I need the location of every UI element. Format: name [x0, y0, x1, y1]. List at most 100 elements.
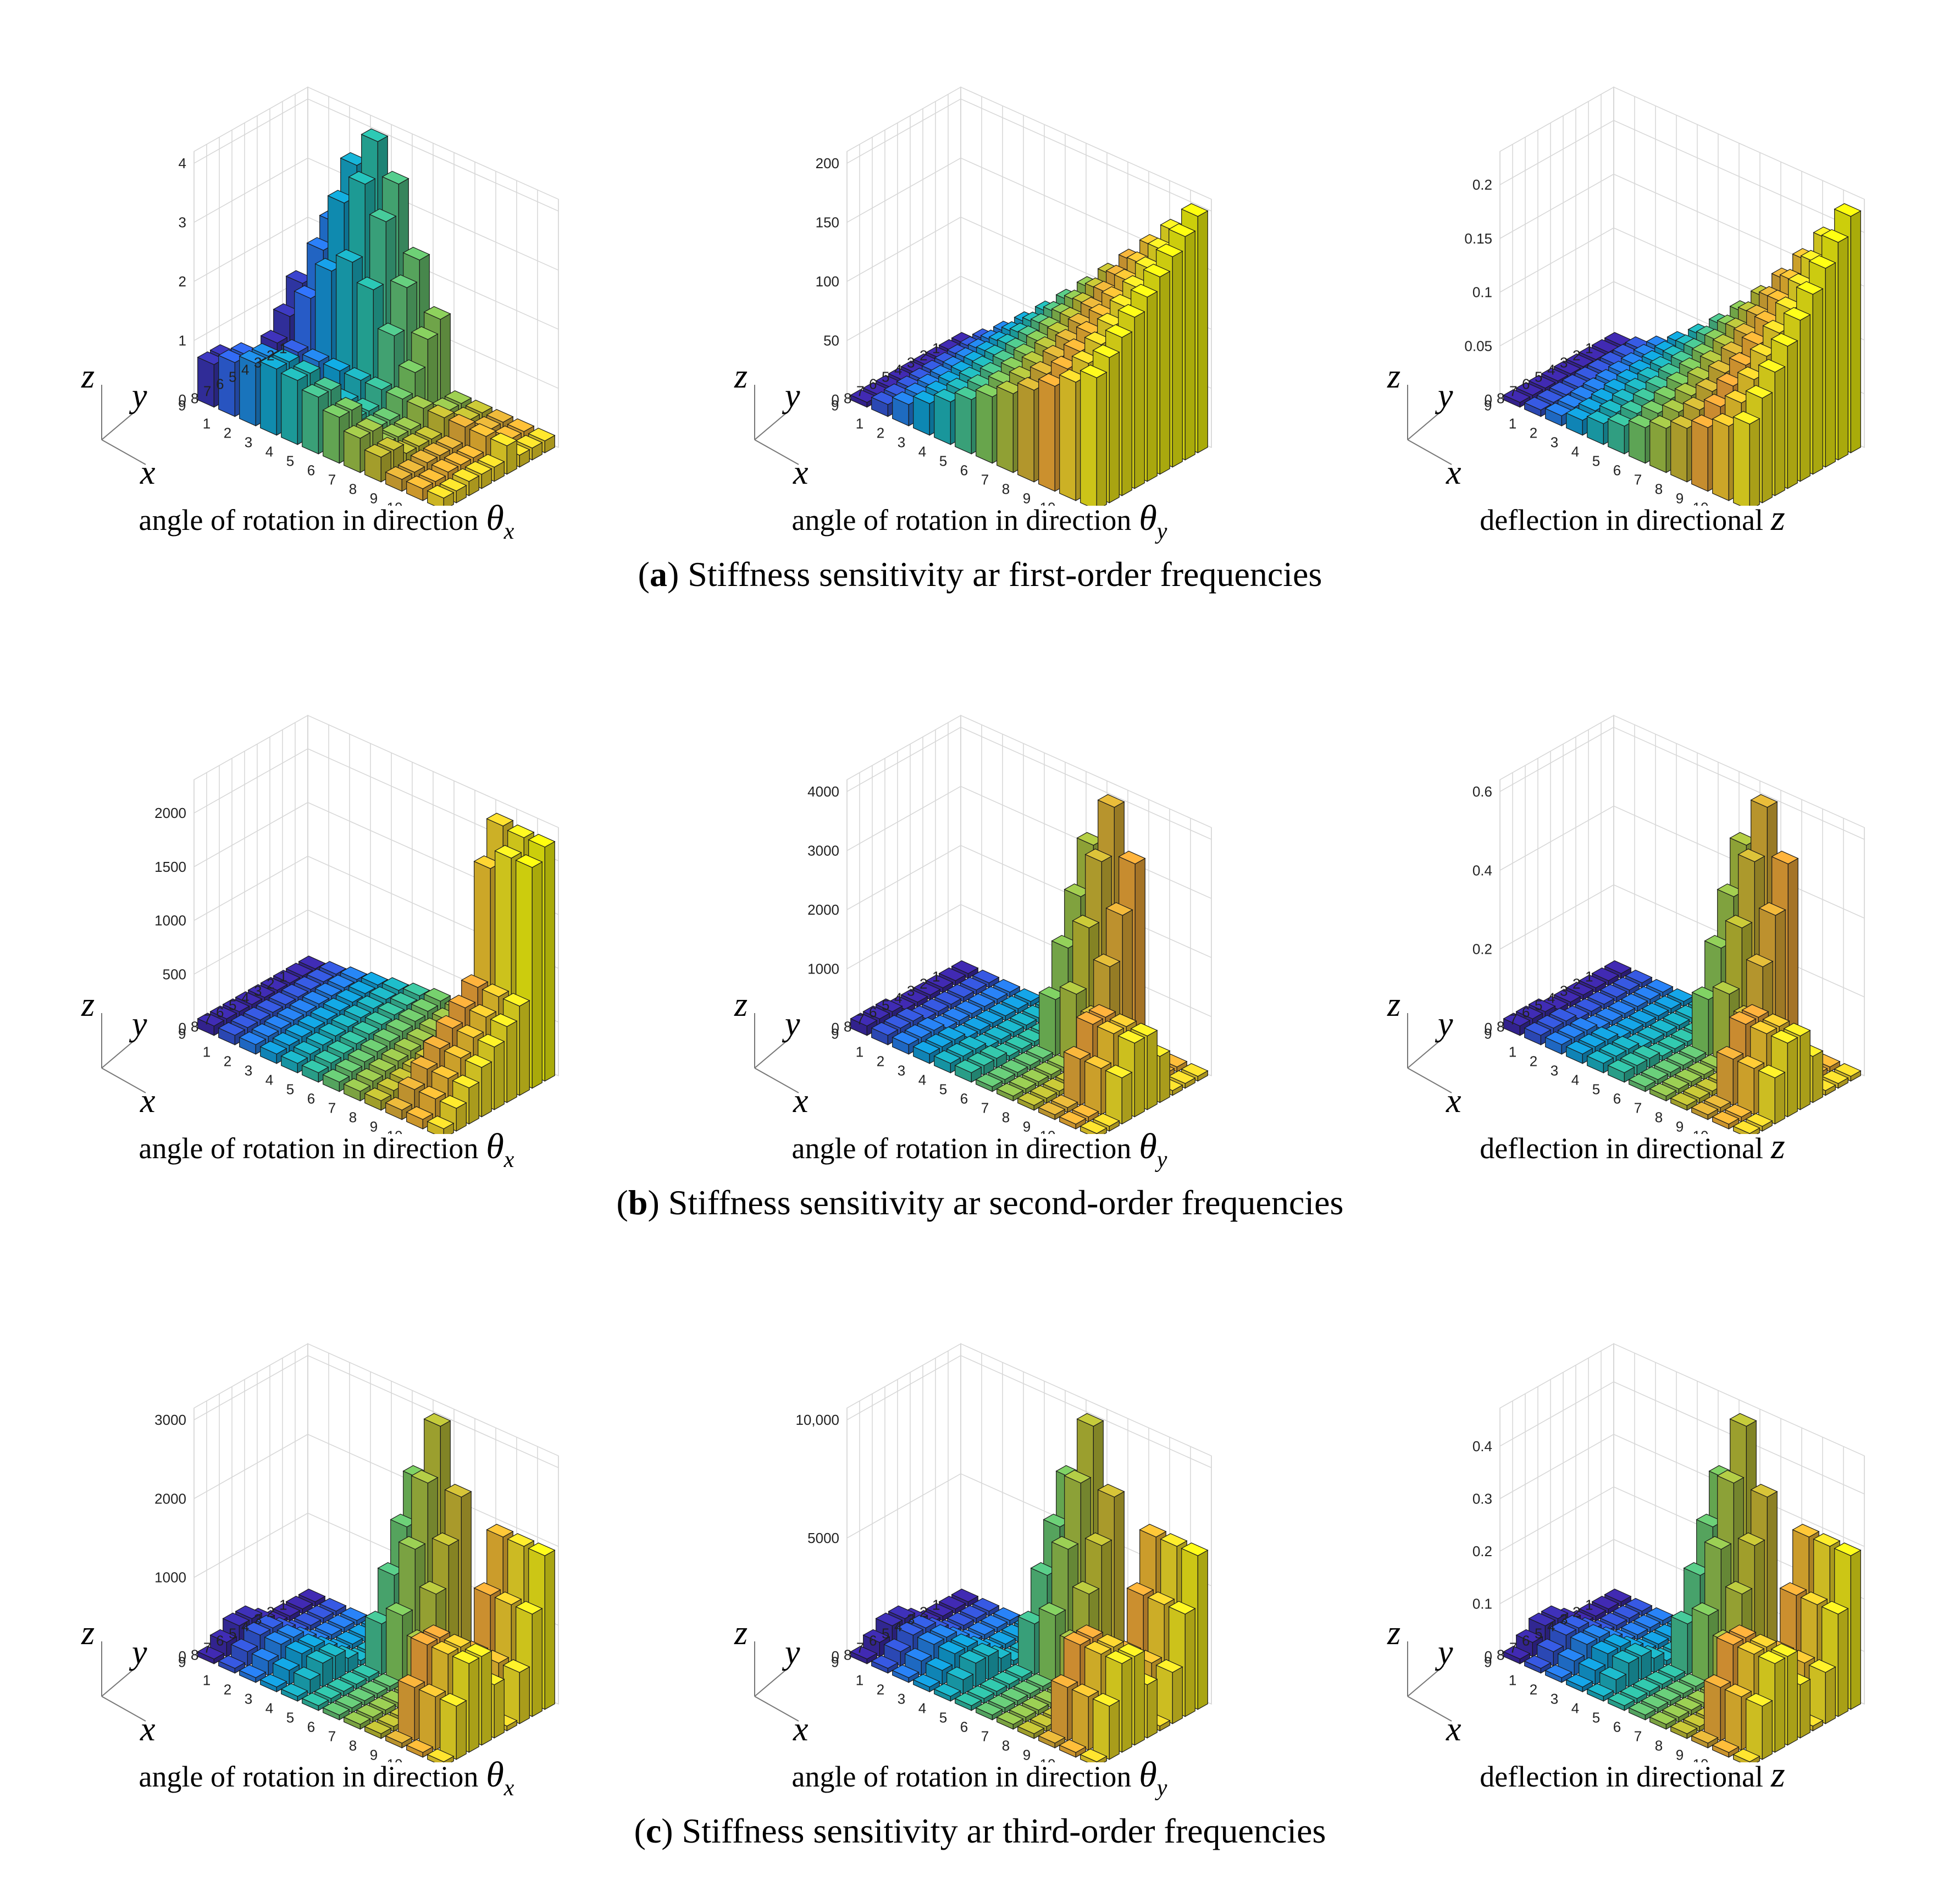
bar-top — [1013, 1680, 1041, 1694]
bar-face — [1080, 370, 1097, 506]
bar-top — [1168, 1601, 1196, 1615]
bar-top — [1076, 1011, 1104, 1025]
bar-face — [1134, 311, 1145, 489]
y-tick-label: 1 — [279, 340, 287, 357]
bar — [913, 982, 941, 1000]
bar-top — [1620, 1685, 1648, 1699]
x-tick-label: 9 — [370, 1747, 378, 1763]
panel-label: angle of rotation in direction θy — [653, 1126, 1306, 1173]
bar-top — [959, 1605, 987, 1619]
bar-top — [1649, 1083, 1677, 1097]
bar-top — [339, 1031, 367, 1044]
x-tick-label: 7 — [1634, 1728, 1642, 1745]
y-tick-label: 2 — [1573, 976, 1580, 992]
bar-top — [1118, 850, 1146, 865]
bar-top — [356, 276, 384, 290]
x-tick-label: 4 — [918, 1700, 926, 1717]
bar-top — [1009, 1012, 1037, 1026]
bar — [975, 1702, 1003, 1721]
bar-top — [235, 1605, 263, 1619]
bar-top — [1620, 1052, 1648, 1066]
bar-top — [1783, 1022, 1811, 1037]
panel-label-text: angle of rotation in direction — [139, 504, 479, 537]
axis-glyph: zy x — [1387, 986, 1461, 1120]
gridline — [846, 845, 961, 910]
bar-top — [1628, 1074, 1656, 1087]
y-tick-label: 4 — [1547, 990, 1555, 1006]
bar — [1649, 1019, 1677, 1038]
bar-top — [515, 1601, 543, 1615]
bar-top — [888, 1605, 916, 1619]
x-tick-label: 2 — [224, 425, 231, 441]
bar-top — [1653, 1059, 1681, 1073]
bar-top — [959, 977, 987, 991]
chart-c-z: 00.10.20.30.4123456789101112123456789zyx — [1387, 1343, 1865, 1762]
x-tick-label: 7 — [981, 1728, 989, 1745]
bar-top — [1732, 1120, 1760, 1134]
bar-top — [1641, 1066, 1669, 1080]
bar-top — [461, 974, 489, 988]
bar-face — [1147, 1030, 1158, 1110]
bar-face — [1072, 1689, 1089, 1751]
bar-face — [365, 1616, 383, 1675]
axis-glyph-x-line — [754, 1696, 799, 1722]
bar-top — [1515, 382, 1543, 396]
bar-top — [1181, 203, 1209, 217]
bar-top — [327, 974, 355, 988]
axis-glyph-y-line — [1407, 409, 1444, 440]
y-tick-label: 6 — [869, 1004, 877, 1021]
bar-top — [306, 1605, 334, 1619]
bar-top — [1084, 1641, 1112, 1655]
y-tick-label: 9 — [178, 397, 186, 414]
bar-top — [414, 425, 442, 440]
gridline — [1613, 120, 1865, 233]
bar-top — [486, 812, 514, 827]
bar-top — [1821, 229, 1849, 243]
bar-top — [343, 425, 371, 439]
bar-top — [1737, 848, 1765, 862]
bar-top — [410, 449, 438, 463]
bar-face — [1039, 992, 1056, 1057]
bar-top — [1059, 1739, 1087, 1753]
bar-top — [1800, 1591, 1828, 1606]
bar-face — [531, 861, 542, 1089]
bar-top — [1014, 988, 1042, 1002]
bar-top — [444, 1634, 472, 1648]
x-tick-label: 1 — [1509, 1672, 1516, 1689]
bar-top — [310, 1006, 338, 1020]
axis-glyph-x-line — [101, 1696, 146, 1722]
axis-glyph-z: z — [734, 986, 748, 1024]
x-tick-label: 1 — [203, 1672, 211, 1689]
bar-top — [972, 1598, 1000, 1612]
bar-top — [347, 1688, 375, 1701]
panel-label: deflection in directional z — [1306, 1754, 1959, 1796]
bar-top — [1628, 1702, 1656, 1716]
gridline — [1499, 174, 1614, 239]
bar-top — [988, 1003, 1016, 1016]
bar — [892, 1031, 920, 1055]
bar-top — [431, 458, 459, 473]
gridline — [960, 98, 1212, 212]
y-tick-label: 7 — [1509, 1011, 1517, 1028]
panel-b-thx: 0500100015002000123456789101112123456789… — [0, 628, 653, 1178]
bar-top — [1528, 1612, 1556, 1627]
bar-top — [264, 1015, 292, 1029]
gridline — [1499, 1381, 1614, 1447]
bar-top — [1749, 1020, 1778, 1035]
bar-top — [959, 1036, 987, 1050]
bar — [967, 993, 995, 1012]
bar-top — [369, 208, 397, 223]
bar-top — [331, 1014, 359, 1027]
panel-label-subscript: x — [503, 519, 514, 544]
bar-top — [1566, 982, 1594, 995]
bar-top — [1579, 1603, 1607, 1617]
bar-top — [1737, 1055, 1765, 1069]
x-tick-label: 7 — [981, 1100, 989, 1116]
panel-label-symbol: z — [1771, 1126, 1785, 1166]
bar-top — [1770, 1030, 1798, 1044]
x-tick-label: 2 — [224, 1682, 231, 1698]
bar-top — [322, 1702, 350, 1716]
bar-face — [1825, 262, 1836, 468]
axis-glyph-z: z — [81, 1614, 95, 1652]
bar-top — [340, 1607, 368, 1621]
